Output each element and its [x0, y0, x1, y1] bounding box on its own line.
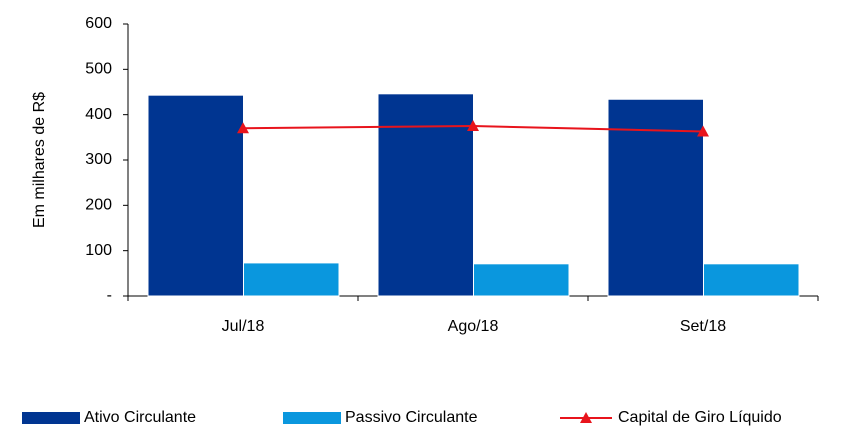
bar — [147, 94, 244, 297]
y-tick-label: 100 — [85, 242, 112, 259]
x-tick-label: Ago/18 — [448, 318, 499, 335]
line-marker — [697, 125, 709, 137]
bar — [703, 263, 800, 297]
legend-label: Passivo Circulante — [345, 409, 478, 426]
y-tick-label: 600 — [85, 15, 112, 32]
legend-swatch — [22, 412, 80, 424]
y-tick-label: 400 — [85, 106, 112, 123]
bar — [243, 262, 340, 297]
y-tick-label: 500 — [85, 61, 112, 78]
line-marker — [237, 122, 249, 134]
y-tick-label: - — [107, 287, 112, 304]
y-axis-label: Em milhares de R$ — [31, 92, 48, 228]
legend-label: Capital de Giro Líquido — [618, 409, 782, 426]
legend-swatch — [283, 412, 341, 424]
line-marker — [467, 120, 479, 131]
bar — [473, 263, 570, 297]
bar — [377, 93, 474, 297]
x-tick-label: Set/18 — [680, 318, 726, 335]
x-tick-label: Jul/18 — [222, 318, 265, 335]
y-tick-label: 200 — [85, 197, 112, 214]
y-tick-label: 300 — [85, 151, 112, 168]
legend-label: Ativo Circulante — [84, 409, 196, 426]
legend-marker — [580, 412, 592, 423]
